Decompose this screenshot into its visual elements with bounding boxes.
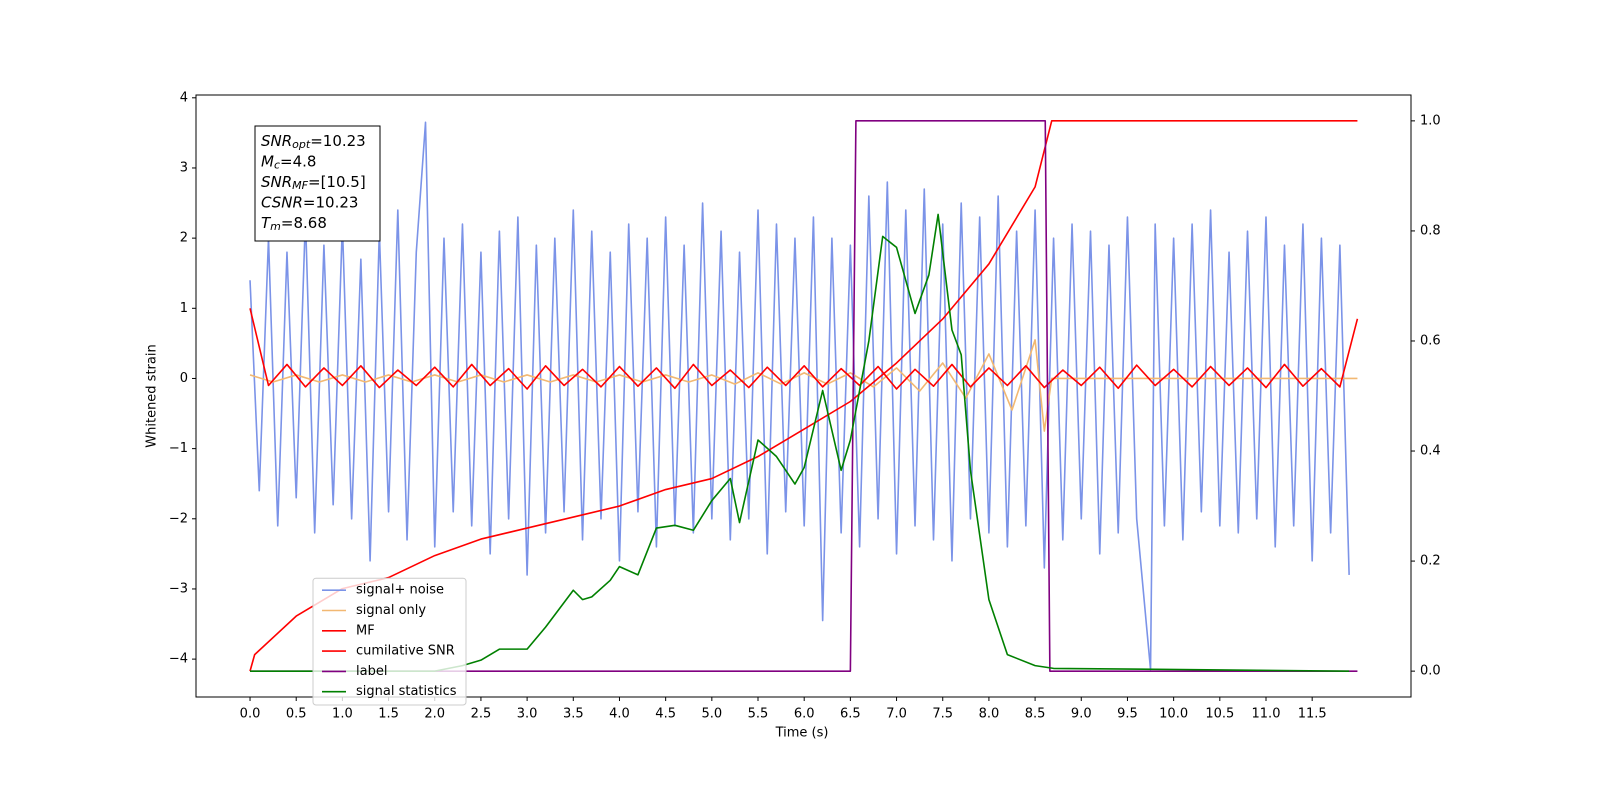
stats-frame [254, 125, 381, 242]
x-tick-label: 3.0 [517, 707, 538, 722]
stats-value: =10.23 [310, 132, 366, 150]
x-tick-label: 9.0 [1071, 707, 1092, 722]
x-tick-label: 0.0 [240, 707, 261, 722]
y2-tick-label: 0.8 [1420, 223, 1441, 238]
stats-value: =4.8 [280, 152, 316, 170]
stats-value: =8.68 [281, 214, 327, 232]
y-tick-label: −1 [169, 441, 188, 456]
x-tick-label: 8.0 [979, 707, 1000, 722]
x-tick-label: 4.0 [609, 707, 630, 722]
stats-name: CSNR [261, 193, 303, 211]
stats-value: =10.23 [303, 193, 359, 211]
x-tick-label: 7.5 [932, 707, 953, 722]
stats-box: SNRopt=10.23Mc=4.8SNRMF=[10.5]CSNR=10.23… [254, 125, 381, 242]
series-line [249, 121, 1350, 671]
y-tick-label: 0 [180, 371, 188, 386]
y-tick-label: −2 [169, 511, 188, 526]
legend-label: cumilative SNR [356, 644, 455, 659]
stats-line: Tm=8.68 [261, 214, 327, 234]
stats-name: M [261, 152, 274, 170]
x-tick-label: 7.0 [886, 707, 907, 722]
x-tick-label: 10.0 [1159, 707, 1188, 722]
x-tick-label: 5.5 [748, 707, 769, 722]
x-tick-label: 0.5 [286, 707, 307, 722]
stats-sub: m [270, 220, 281, 233]
x-tick-label: 2.0 [424, 707, 445, 722]
y-tick-label: 4 [180, 90, 188, 105]
x-tick-label: 6.5 [840, 707, 861, 722]
x-tick-label: 5.0 [701, 707, 722, 722]
stats-line: Mc=4.8 [261, 152, 316, 172]
x-tick-label: 6.0 [794, 707, 815, 722]
y-tick-label: −4 [169, 652, 188, 667]
plot-frame [195, 94, 1412, 698]
legend-label: signal only [356, 603, 426, 618]
x-tick-label: 1.5 [378, 707, 399, 722]
x-tick-label: 2.5 [471, 707, 492, 722]
legend-label: MF [356, 623, 375, 638]
stats-name: SNR [261, 173, 292, 191]
legend: signal+ noise signal only MF cumilative SNR… [312, 577, 467, 706]
stats-name: T [261, 214, 272, 232]
y-axis-label: Whitened strain [145, 344, 160, 447]
x-tick-label: 9.5 [1117, 707, 1138, 722]
y2-tick-label: 0.2 [1420, 554, 1441, 569]
x-tick-label: 10.5 [1205, 707, 1234, 722]
y-tick-label: 2 [180, 231, 188, 246]
stats-sub: c [274, 159, 280, 172]
x-tick-label: 8.5 [1025, 707, 1046, 722]
stats-name: SNR [261, 132, 292, 150]
x-tick-label: 4.5 [655, 707, 676, 722]
y-tick-label: 1 [180, 301, 188, 316]
y2-tick-label: 0.4 [1420, 444, 1441, 459]
series-line [249, 308, 1359, 390]
stats-sub: opt [292, 138, 311, 151]
series-line [250, 213, 1350, 672]
legend-frame [312, 577, 467, 706]
legend-label: signal statistics [356, 684, 457, 699]
y-tick-label: −3 [169, 581, 188, 596]
x-tick-label: 3.5 [563, 707, 584, 722]
y-tick-label: 3 [180, 160, 188, 175]
x-axis-label: Time (s) [775, 726, 829, 741]
x-tick-label: 11.5 [1298, 707, 1327, 722]
y2-tick-label: 0.6 [1420, 333, 1441, 348]
stats-line: CSNR=10.23 [261, 193, 358, 211]
series-line [250, 120, 1358, 672]
legend-label: label [356, 664, 387, 679]
x-tick-label: 11.0 [1252, 707, 1281, 722]
y2-tick-label: 0.0 [1420, 664, 1441, 679]
stats-sub: MF [292, 179, 308, 192]
stats-line: SNRopt=10.23 [261, 132, 366, 152]
x-tick-label: 1.0 [332, 707, 353, 722]
stats-line: SNRMF=[10.5] [261, 173, 366, 193]
y2-tick-label: 1.0 [1420, 113, 1441, 128]
stats-value: =[10.5] [308, 173, 366, 191]
legend-label: signal+ noise [356, 583, 444, 598]
